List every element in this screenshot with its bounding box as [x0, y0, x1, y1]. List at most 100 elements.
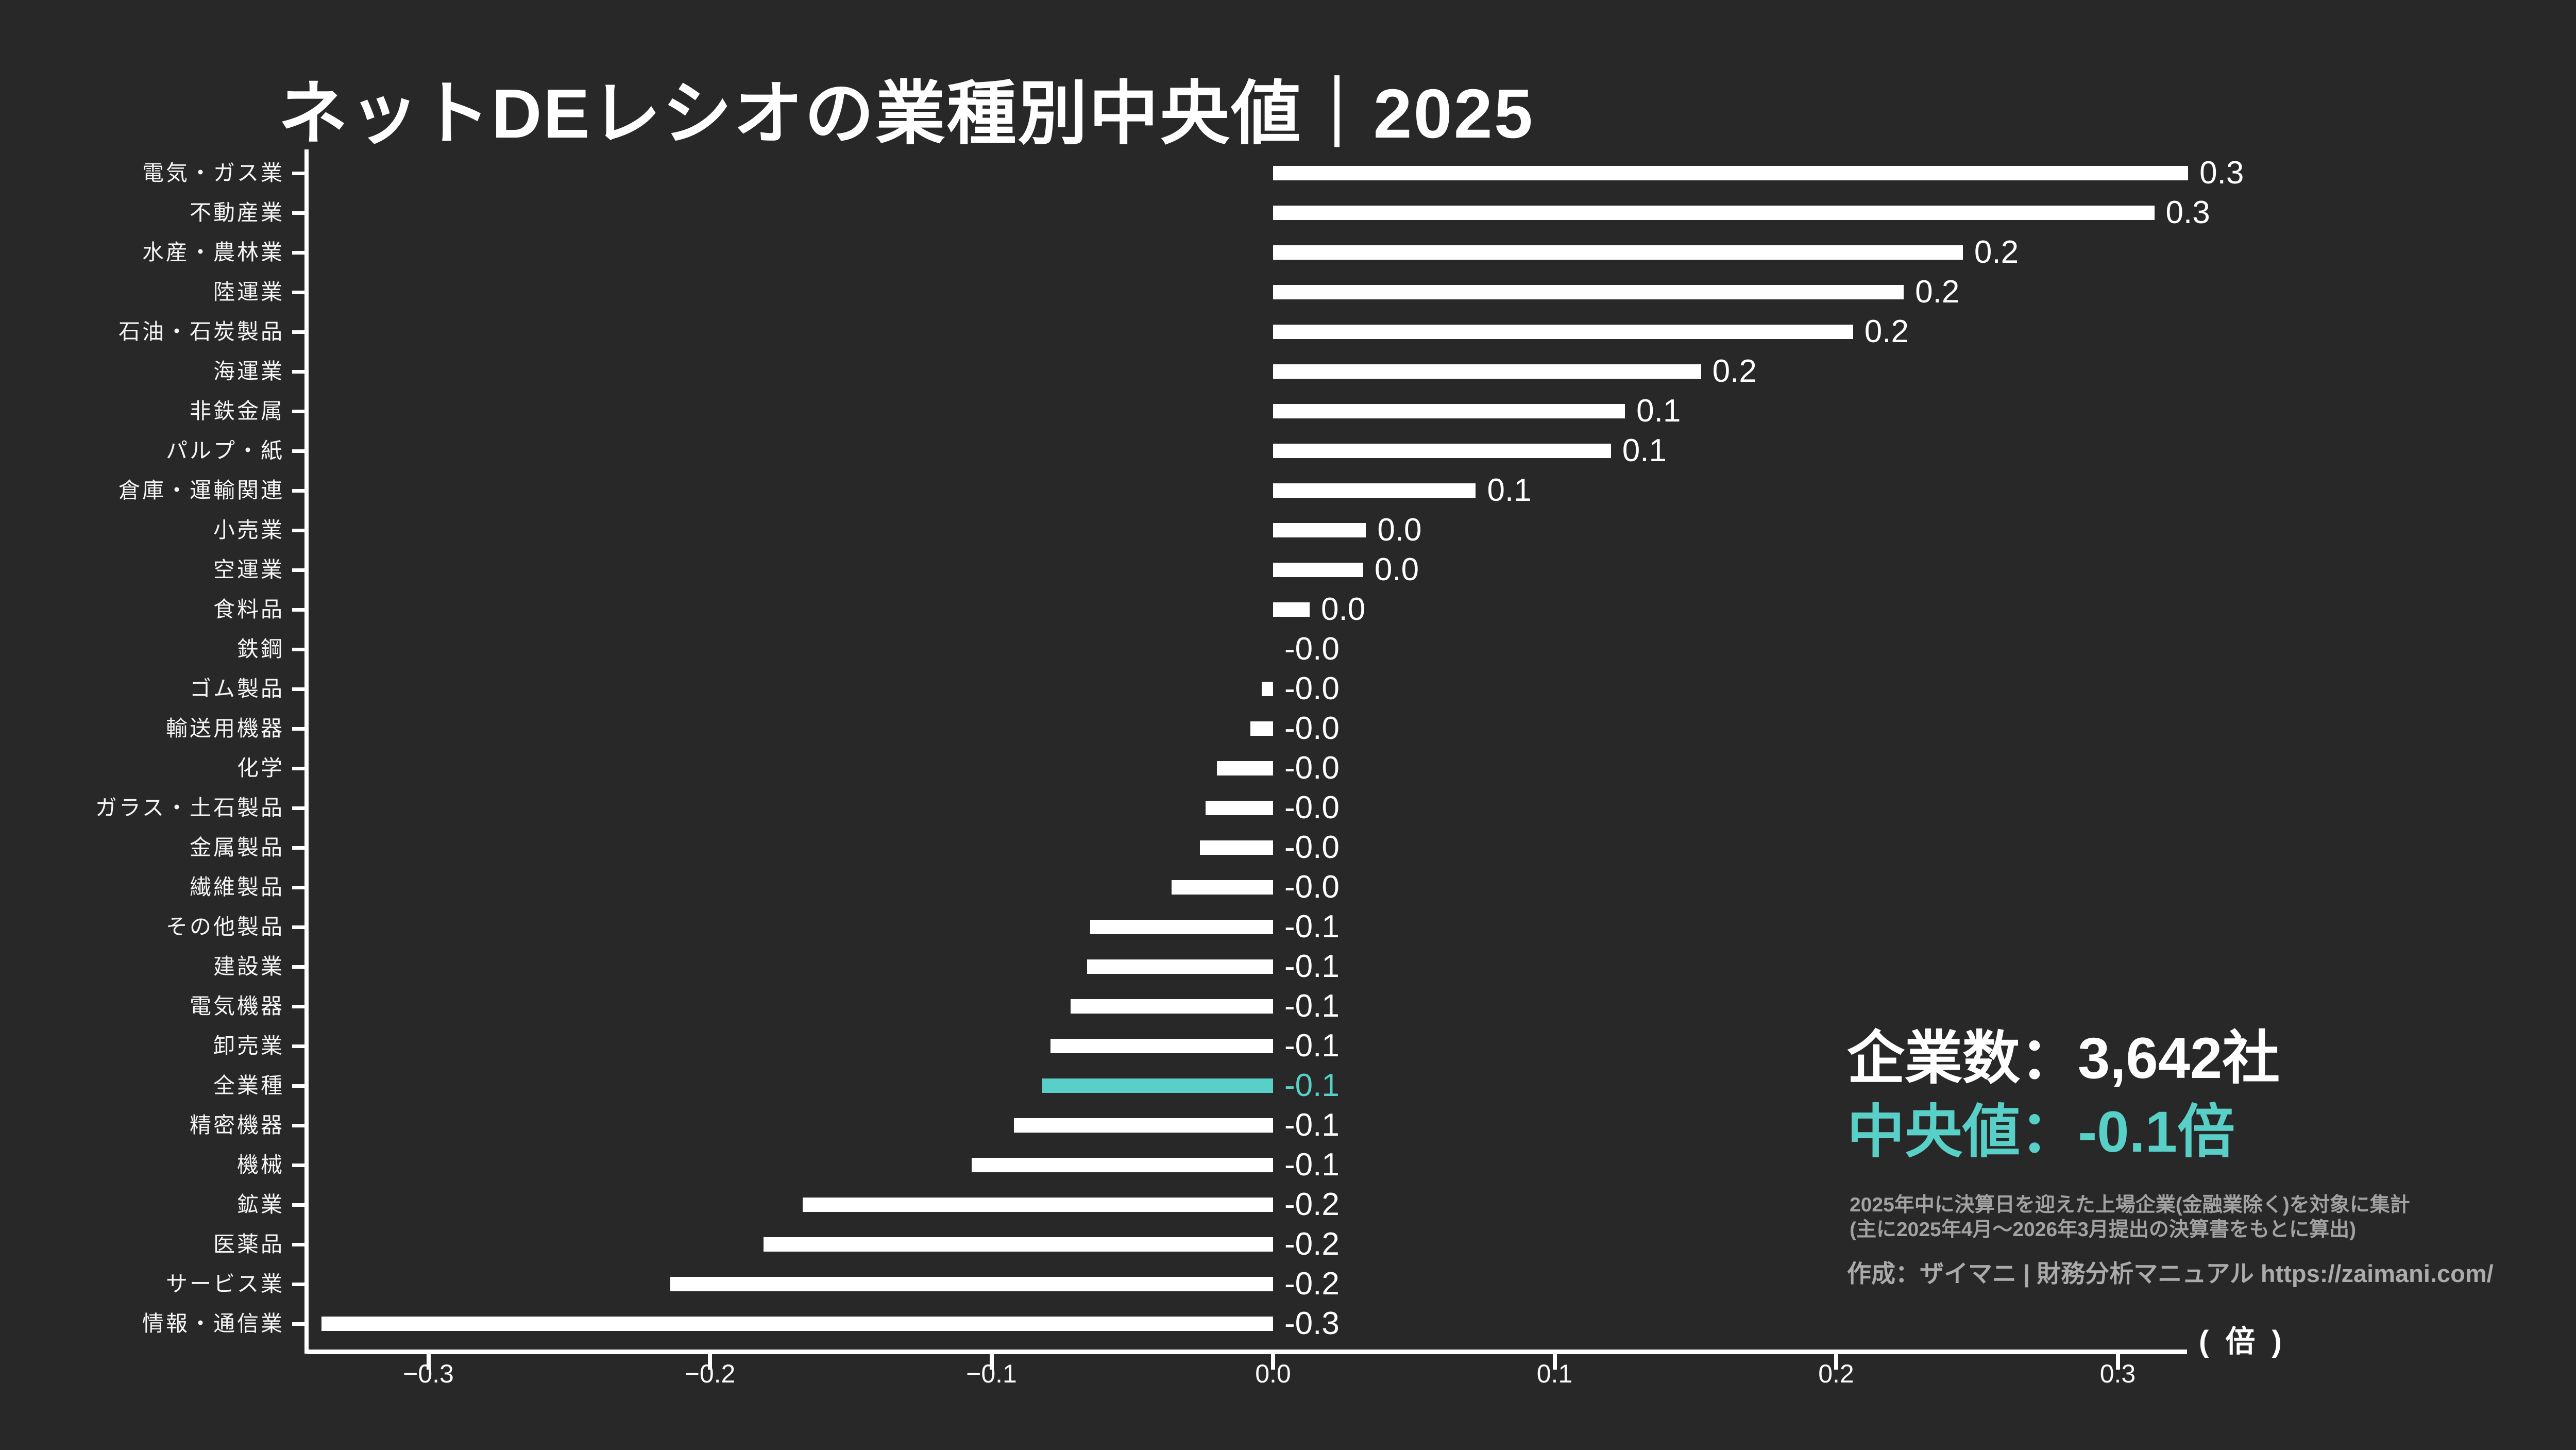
bar-value [1273, 523, 1366, 537]
x-axis-tick-label: −0.3 [403, 1359, 454, 1388]
y-axis-label: 不動産業 [189, 200, 284, 225]
bar-value-label: -0.0 [1284, 869, 1340, 905]
bar-value [1273, 444, 1611, 458]
bar-highlight [1042, 1078, 1273, 1093]
y-axis-tick [292, 1084, 307, 1088]
y-axis-label: 医薬品 [213, 1232, 284, 1256]
bar-value-label: -0.2 [1284, 1226, 1340, 1262]
bar-value [803, 1198, 1273, 1212]
y-axis-label: 全業種 [213, 1073, 284, 1098]
bar-value [1050, 1039, 1273, 1053]
bar-value [1014, 1118, 1273, 1133]
x-axis-tick [1834, 1354, 1838, 1370]
x-axis-tick-label: 0.3 [2099, 1359, 2136, 1388]
x-axis-tick-label: −0.2 [684, 1359, 736, 1388]
y-axis-label: 情報・通信業 [142, 1311, 284, 1336]
bar-value-label: 0.2 [1864, 314, 1909, 349]
y-axis-tick [292, 1203, 307, 1207]
companies-count-stat: 企業数：3,642社 [1847, 1026, 2280, 1090]
bar-value [1172, 880, 1273, 895]
y-axis-label: 海運業 [213, 359, 284, 383]
bar-value [1273, 325, 1853, 339]
y-axis-tick [292, 291, 307, 294]
y-axis-tick [292, 449, 307, 453]
bar-value-label: -0.1 [1284, 1107, 1340, 1143]
bar-value-label: -0.2 [1284, 1187, 1340, 1222]
y-axis-label: 小売業 [213, 518, 284, 542]
bar-value [1273, 206, 2155, 220]
y-axis-tick [292, 1243, 307, 1246]
y-axis-tick [292, 370, 307, 374]
y-axis-tick [292, 211, 307, 215]
y-axis-tick [292, 687, 307, 691]
y-axis-label: 電気機器 [189, 994, 284, 1018]
y-axis-label: 化学 [236, 756, 284, 780]
x-axis-line [307, 1350, 2187, 1354]
bar-value [1205, 801, 1273, 815]
bar-value [1273, 602, 1310, 617]
bar-value-label: -0.0 [1284, 671, 1340, 706]
y-axis-label: その他製品 [165, 915, 284, 939]
x-axis-tick [1271, 1354, 1275, 1370]
y-axis-label: 精密機器 [189, 1113, 284, 1137]
bar-value-label: 0.2 [1712, 353, 1757, 389]
y-axis-tick [292, 568, 307, 572]
y-axis-tick [292, 172, 307, 175]
y-axis-label: 空運業 [213, 558, 284, 582]
y-axis-label: 建設業 [213, 954, 284, 979]
y-axis-tick [292, 1044, 307, 1048]
bar-value [1273, 563, 1363, 577]
bar-value-label: -0.0 [1284, 631, 1340, 667]
bar-value-label: 0.0 [1321, 592, 1366, 627]
bar-value-label: -0.1 [1284, 909, 1340, 945]
credit-line: 作成：ザイマニ | 財務分析マニュアル https://zaimani.com/ [1847, 1260, 2494, 1287]
bar-value-label: -0.2 [1284, 1266, 1340, 1302]
y-axis-label: 鉱業 [236, 1192, 284, 1217]
bar-value [1273, 245, 1963, 260]
bar-value-label: -0.1 [1284, 1028, 1340, 1064]
y-axis-tick [292, 965, 307, 969]
bar-value-label: -0.0 [1284, 711, 1340, 746]
footnote-line-1: 2025年中に決算日を迎えた上場企業(金融業除く)を対象に集計 [1850, 1194, 2410, 1216]
bar-value-label: 0.3 [2165, 195, 2210, 230]
bar-value-label: -0.3 [1284, 1306, 1340, 1341]
footnote-line-2: (主に2025年4月～2026年3月提出の決算書をもとに算出) [1850, 1219, 2357, 1241]
bar-value [972, 1158, 1273, 1172]
y-axis-label: ゴム製品 [189, 677, 284, 701]
bar-value-label: -0.0 [1284, 790, 1340, 825]
y-axis-label: 非鉄金属 [189, 399, 284, 423]
y-axis-label: 電気・ガス業 [142, 161, 284, 185]
x-axis-tick [708, 1354, 712, 1370]
footnote: 2025年中に決算日を迎えた上場企業(金融業除く)を対象に集計 (主に2025年… [1850, 1193, 2410, 1242]
bar-value [1273, 483, 1476, 498]
bar-value [321, 1317, 1273, 1331]
bar-value [1250, 721, 1273, 736]
x-axis-tick-label: 0.1 [1536, 1359, 1573, 1388]
x-axis-tick [989, 1354, 994, 1370]
y-axis-tick [292, 1283, 307, 1286]
x-axis-tick [2115, 1354, 2120, 1370]
bar-value-label: 0.0 [1377, 512, 1422, 548]
bar-value [1262, 682, 1273, 696]
y-axis-label: ガラス・土石製品 [95, 796, 284, 820]
y-axis-label: 卸売業 [213, 1034, 284, 1058]
y-axis-label: 水産・農林業 [142, 240, 284, 264]
bar-value-label: 0.0 [1374, 552, 1419, 587]
y-axis-tick [292, 330, 307, 334]
y-axis-tick [292, 1322, 307, 1326]
bar-value-label: 0.1 [1636, 393, 1681, 429]
y-axis-tick [292, 886, 307, 889]
bar-value [1273, 364, 1701, 379]
y-axis-label: 繊維製品 [189, 875, 284, 899]
bar-value [1090, 920, 1273, 934]
y-axis-tick [292, 410, 307, 413]
bar-value-label: -0.1 [1284, 1147, 1340, 1183]
bar-value [1199, 840, 1273, 855]
y-axis-label: 石油・石炭製品 [118, 319, 284, 344]
bar-value-label: 0.1 [1487, 473, 1532, 508]
bar-value-label: -0.0 [1284, 830, 1340, 865]
bar-value-label: 0.2 [1915, 274, 1960, 310]
x-axis-unit-label: ( 倍 ) [2199, 1325, 2286, 1358]
y-axis-tick [292, 1124, 307, 1127]
y-axis-tick [292, 648, 307, 651]
